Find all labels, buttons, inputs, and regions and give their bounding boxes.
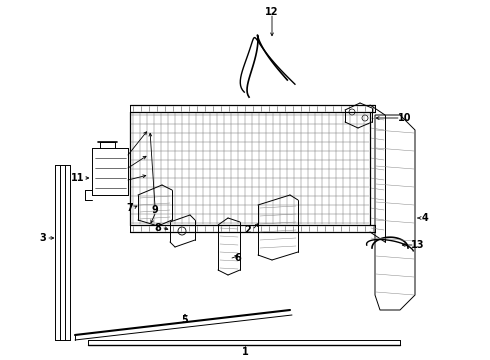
Text: 2: 2 — [245, 225, 251, 235]
Text: 5: 5 — [182, 315, 188, 325]
Text: 3: 3 — [40, 233, 47, 243]
Text: 9: 9 — [151, 205, 158, 215]
Text: 6: 6 — [235, 253, 242, 263]
Text: 11: 11 — [71, 173, 85, 183]
Text: 12: 12 — [265, 7, 279, 17]
Text: 8: 8 — [154, 223, 161, 233]
Text: 4: 4 — [421, 213, 428, 223]
Text: 1: 1 — [242, 347, 248, 357]
Text: 13: 13 — [411, 240, 425, 250]
Text: 7: 7 — [126, 203, 133, 213]
Text: 10: 10 — [398, 113, 412, 123]
